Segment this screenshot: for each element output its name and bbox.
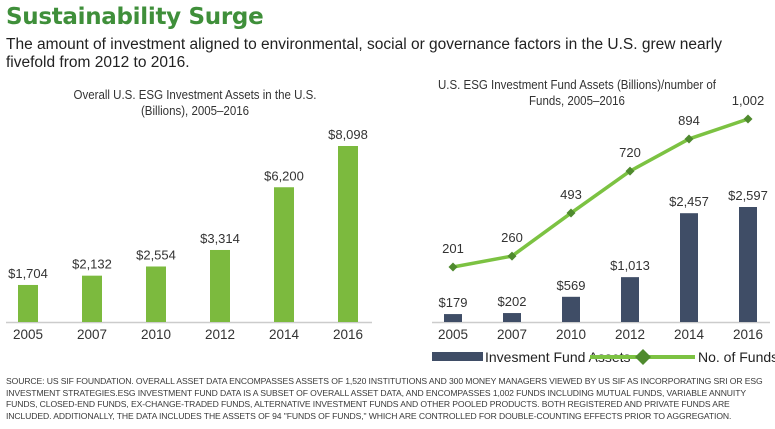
right-x-tick-2014: 2014 — [674, 327, 705, 342]
funds-marker-2010 — [566, 208, 576, 218]
left-x-tick-2007: 2007 — [77, 327, 107, 342]
left-bar-2007 — [82, 275, 102, 322]
left-bar-2014 — [274, 187, 294, 322]
right-x-tick-2005: 2005 — [438, 327, 468, 342]
right-chart-title: U.S. ESG Investment Fund Assets (Billion… — [425, 77, 729, 109]
legend-swatch-marker — [635, 349, 651, 365]
left-x-tick-2010: 2010 — [141, 327, 171, 342]
left-bar-label-2005: $1,704 — [8, 266, 48, 281]
page-title: Sustainability Surge — [6, 4, 264, 30]
left-bar-2005 — [18, 284, 38, 322]
left-bar-label-2016: $8,098 — [328, 127, 368, 142]
legend-label-no-of-funds: No. of Funds — [698, 349, 775, 365]
funds-marker-2012 — [625, 166, 635, 176]
source-note: SOURCE: US SIF FOUNDATION. OVERALL ASSET… — [6, 376, 763, 421]
left-bar-2016 — [338, 146, 358, 322]
left-bar-label-2007: $2,132 — [72, 257, 112, 272]
funds-marker-2005 — [448, 262, 458, 272]
funds-label-2016: 1,002 — [732, 93, 765, 108]
right-bar-2016 — [739, 207, 757, 322]
right-bar-2014 — [680, 213, 698, 322]
left-x-tick-2005: 2005 — [13, 327, 43, 342]
right-x-tick-2012: 2012 — [615, 327, 645, 342]
right-bar-2012 — [621, 277, 639, 322]
legend-swatch-fund-assets — [432, 352, 483, 361]
funds-line — [452, 117, 749, 269]
right-bar-2005 — [444, 314, 462, 322]
right-x-tick-2007: 2007 — [497, 327, 527, 342]
right-bar-2007 — [503, 313, 521, 322]
right-bar-label-2012: $1,013 — [610, 258, 650, 273]
left-chart-title: Overall U.S. ESG Investment Assets in th… — [43, 87, 347, 119]
funds-label-2007: 260 — [501, 230, 523, 245]
right-x-tick-2016: 2016 — [733, 327, 763, 342]
right-bar-label-2014: $2,457 — [669, 194, 709, 209]
right-bar-label-2010: $569 — [557, 278, 586, 293]
right-bar-label-2005: $179 — [439, 295, 468, 310]
right-bar-label-2007: $202 — [498, 294, 527, 309]
page-subtitle: The amount of investment aligned to envi… — [6, 36, 722, 71]
left-chart-title-line-2: (Billions), 2005–2016 — [140, 104, 250, 118]
funds-label-2005: 201 — [442, 241, 464, 256]
funds-label-2014: 894 — [678, 113, 700, 128]
left-x-tick-2012: 2012 — [205, 327, 235, 342]
left-x-tick-2014: 2014 — [269, 327, 300, 342]
left-bar-label-2012: $3,314 — [200, 231, 240, 246]
left-bar-2010 — [146, 266, 166, 322]
funds-marker-2007 — [507, 251, 517, 261]
legend-label-fund-assets: Invesment Fund Assets — [485, 349, 631, 365]
left-x-tick-2016: 2016 — [333, 327, 363, 342]
right-bar-2010 — [562, 296, 580, 322]
right-chart-title-line-1: U.S. ESG Investment Fund Assets (Billion… — [437, 78, 717, 92]
funds-marker-2016 — [743, 114, 753, 124]
funds-marker-2014 — [684, 134, 694, 144]
left-bar-label-2014: $6,200 — [264, 168, 304, 183]
right-x-tick-2010: 2010 — [556, 327, 586, 342]
right-bar-label-2016: $2,597 — [728, 188, 768, 203]
right-chart-title-line-2: Funds, 2005–2016 — [529, 94, 625, 108]
funds-label-2010: 493 — [560, 187, 582, 202]
left-bar-2012 — [210, 249, 230, 322]
left-bar-label-2010: $2,554 — [136, 247, 176, 262]
funds-label-2012: 720 — [619, 145, 641, 160]
left-chart-title-line-1: Overall U.S. ESG Investment Assets in th… — [73, 88, 317, 102]
